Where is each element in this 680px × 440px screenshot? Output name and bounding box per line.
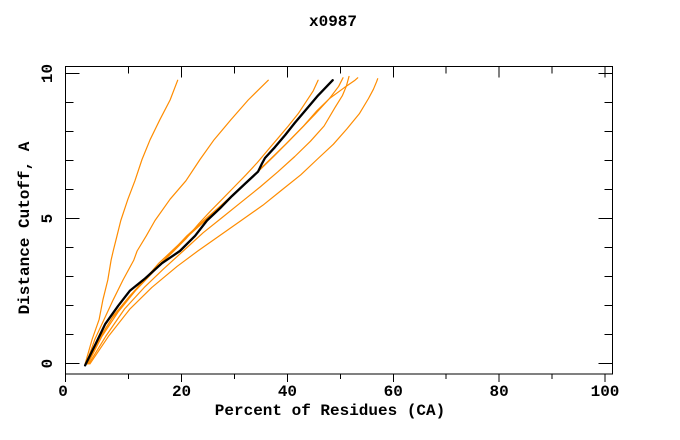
x-tick-labels: 0 20 40 60 80 100 xyxy=(58,383,619,401)
curve-orange-curve-5 xyxy=(87,77,359,365)
plot-border xyxy=(65,66,613,375)
x-tick-label-80: 80 xyxy=(490,383,509,401)
curve-orange-curve-4 xyxy=(86,77,344,365)
curve-orange-curve-7 xyxy=(89,78,379,365)
x-tick-label-0: 0 xyxy=(58,383,68,401)
x-tick-label-20: 20 xyxy=(172,383,191,401)
x-tick-label-40: 40 xyxy=(278,383,297,401)
axis-ticks xyxy=(65,66,613,382)
curve-black-curve xyxy=(83,79,334,367)
x-tick-label-100: 100 xyxy=(591,383,620,401)
y-tick-label-5: 5 xyxy=(39,214,57,224)
x-tick-label-60: 60 xyxy=(384,383,403,401)
y-tick-label-0: 0 xyxy=(39,359,57,369)
y-tick-labels: 0 5 10 xyxy=(39,64,57,368)
curve-orange-curve-1 xyxy=(84,79,179,365)
curve-orange-curve-6 xyxy=(88,75,350,365)
chart-title: x0987 xyxy=(308,13,357,31)
curves xyxy=(83,75,379,367)
x-axis-label: Percent of Residues (CA) xyxy=(214,402,446,420)
y-tick-label-10: 10 xyxy=(39,64,57,83)
curve-orange-curve-2 xyxy=(85,79,269,365)
